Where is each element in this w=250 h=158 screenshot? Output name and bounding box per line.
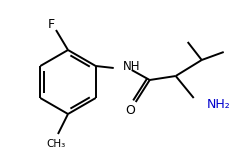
Text: CH₃: CH₃ bbox=[46, 139, 66, 149]
Text: O: O bbox=[125, 103, 135, 116]
Text: NH₂: NH₂ bbox=[207, 97, 231, 110]
Text: NH: NH bbox=[123, 61, 140, 73]
Text: F: F bbox=[48, 18, 54, 30]
